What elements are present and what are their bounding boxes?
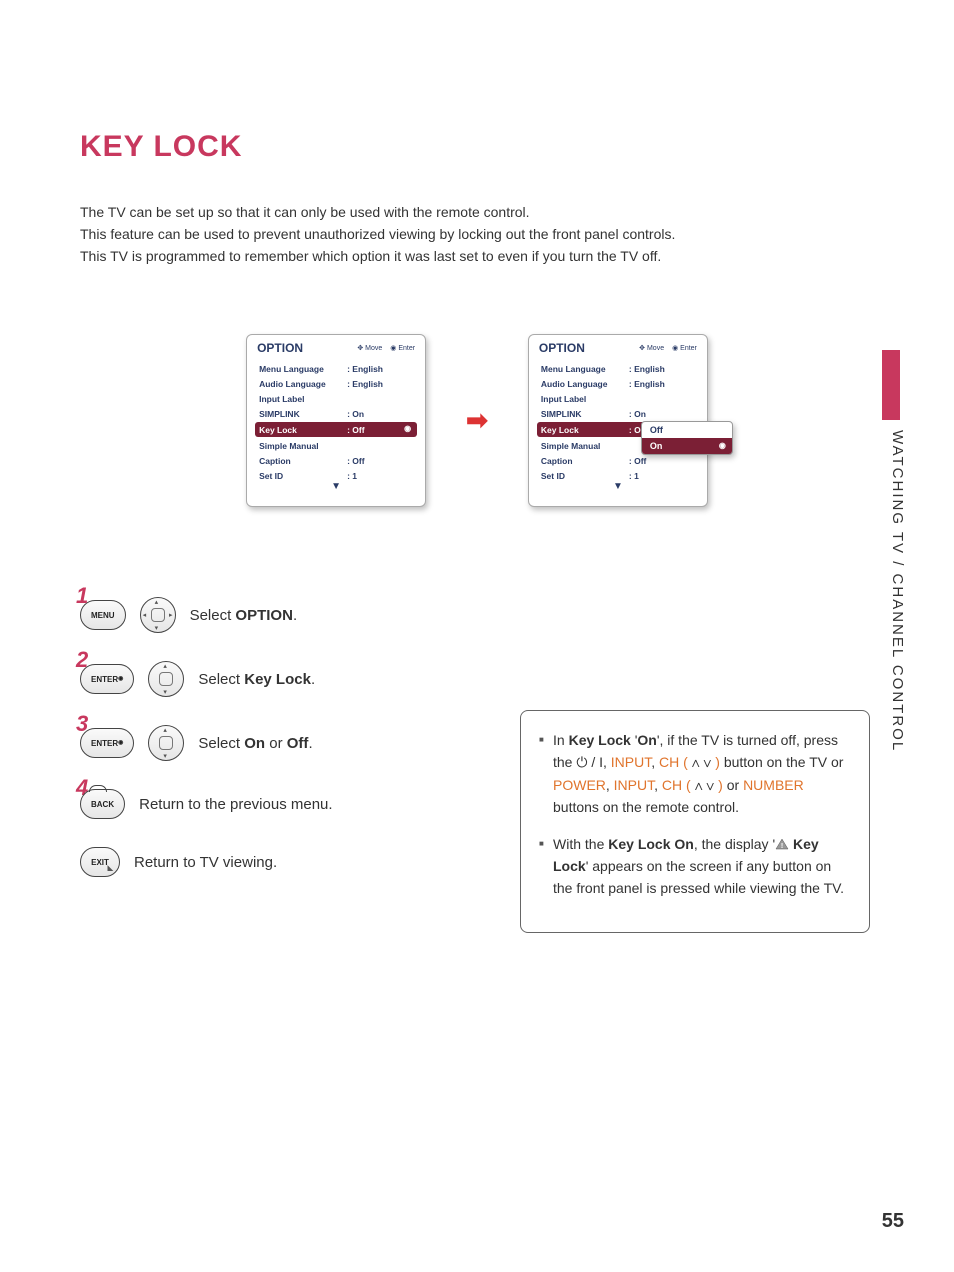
menu-item-label: SIMPLINK bbox=[259, 409, 347, 419]
intro-line: The TV can be set up so that it can only… bbox=[80, 204, 874, 220]
menu-item-value: : English bbox=[347, 364, 413, 374]
hint-enter: Enter bbox=[390, 344, 415, 352]
intro-block: The TV can be set up so that it can only… bbox=[80, 204, 874, 264]
submenu-option-on: On bbox=[642, 438, 732, 454]
menu-item-value: : 1 bbox=[629, 471, 695, 481]
menu-header: OPTION bbox=[257, 341, 303, 355]
intro-line: This TV is programmed to remember which … bbox=[80, 248, 874, 264]
menu-header: OPTION bbox=[539, 341, 585, 355]
menu-illustration-row: OPTION Move Enter Menu Language: English… bbox=[80, 334, 874, 507]
menu-item-value bbox=[629, 394, 695, 404]
dpad-up-icon: ▴ bbox=[163, 662, 167, 670]
menu-item-value: : On bbox=[629, 409, 695, 419]
back-button[interactable]: BACK bbox=[80, 789, 125, 819]
menu-item-value: : 1 bbox=[347, 471, 413, 481]
dpad-down-icon: ▾ bbox=[155, 624, 159, 632]
page-title: KEY LOCK bbox=[80, 130, 874, 164]
menu-item-label: Menu Language bbox=[259, 364, 347, 374]
hint-move: Move bbox=[639, 344, 664, 352]
warning-icon: ! bbox=[775, 834, 789, 846]
step-number: 2 bbox=[76, 647, 88, 673]
info-bullet-2: With the Key Lock On, the display '! Key… bbox=[539, 833, 851, 900]
menu-item-label: Simple Manual bbox=[541, 441, 629, 451]
menu-item-label: Audio Language bbox=[259, 379, 347, 389]
hint-enter: Enter bbox=[672, 344, 697, 352]
step-number: 3 bbox=[76, 711, 88, 737]
enter-dot-icon: ◉ bbox=[404, 424, 411, 433]
arrow-right-icon: ➡ bbox=[466, 405, 488, 436]
submenu-option-off: Off bbox=[642, 422, 732, 438]
dpad-up-icon: ▴ bbox=[155, 598, 159, 606]
step-text: Select OPTION. bbox=[190, 607, 298, 624]
menu-item-label: Input Label bbox=[259, 394, 347, 404]
hint-move: Move bbox=[357, 344, 382, 352]
menu-item-value: : English bbox=[629, 379, 695, 389]
step-2: 2 ENTER◉ ▴ ▾ Select Key Lock. bbox=[80, 661, 874, 697]
dpad-button[interactable]: ▴ ▾ bbox=[148, 661, 184, 697]
menu-item-label: Simple Manual bbox=[259, 441, 347, 451]
dpad-down-icon: ▾ bbox=[163, 688, 167, 696]
menu-item-label: Key Lock bbox=[541, 425, 629, 435]
dpad-button[interactable]: ▴ ▾ ◂ ▸ bbox=[140, 597, 176, 633]
option-menu-before: OPTION Move Enter Menu Language: English… bbox=[246, 334, 426, 507]
step-text: Select On or Off. bbox=[198, 735, 312, 752]
dpad-up-icon: ▴ bbox=[163, 726, 167, 734]
menu-item-value bbox=[347, 441, 413, 451]
intro-line: This feature can be used to prevent unau… bbox=[80, 226, 874, 242]
menu-item-label: SIMPLINK bbox=[541, 409, 629, 419]
menu-item-value: : Off bbox=[347, 456, 413, 466]
menu-item-value bbox=[347, 394, 413, 404]
dpad-right-icon: ▸ bbox=[169, 611, 173, 619]
dpad-button[interactable]: ▴ ▾ bbox=[148, 725, 184, 761]
menu-item-value: : On bbox=[347, 409, 413, 419]
step-1: 1 MENU ▴ ▾ ◂ ▸ Select OPTION. bbox=[80, 597, 874, 633]
menu-item-label: Caption bbox=[541, 456, 629, 466]
step-text: Return to TV viewing. bbox=[134, 854, 277, 871]
menu-item-label: Key Lock bbox=[259, 425, 347, 435]
menu-item-label: Set ID bbox=[259, 471, 347, 481]
option-menu-after: OPTION Move Enter Menu Language: English… bbox=[528, 334, 708, 507]
menu-item-value: : English bbox=[629, 364, 695, 374]
menu-item-label: Audio Language bbox=[541, 379, 629, 389]
info-box: In Key Lock 'On', if the TV is turned of… bbox=[520, 710, 870, 933]
exit-button[interactable]: EXIT bbox=[80, 847, 120, 877]
menu-item-value: : Off bbox=[629, 456, 695, 466]
menu-item-label: Menu Language bbox=[541, 364, 629, 374]
keylock-submenu: Off On bbox=[641, 421, 733, 455]
svg-text:!: ! bbox=[781, 843, 783, 850]
dpad-left-icon: ◂ bbox=[143, 611, 147, 619]
menu-item-label: Input Label bbox=[541, 394, 629, 404]
page-number: 55 bbox=[882, 1210, 904, 1233]
menu-item-label: Set ID bbox=[541, 471, 629, 481]
step-number: 1 bbox=[76, 583, 88, 609]
menu-item-label: Caption bbox=[259, 456, 347, 466]
step-text: Select Key Lock. bbox=[198, 671, 315, 688]
step-text: Return to the previous menu. bbox=[139, 796, 332, 813]
info-bullet-1: In Key Lock 'On', if the TV is turned of… bbox=[539, 729, 851, 819]
dpad-down-icon: ▾ bbox=[163, 752, 167, 760]
menu-item-value: : English bbox=[347, 379, 413, 389]
